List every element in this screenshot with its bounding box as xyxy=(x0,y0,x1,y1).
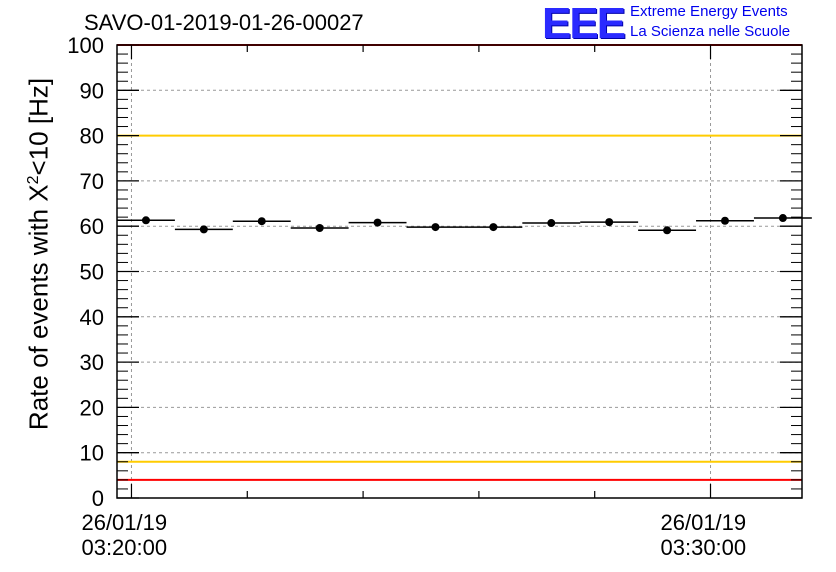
x-tick-label-date: 26/01/19 xyxy=(660,510,747,535)
x-tick-label-date: 26/01/19 xyxy=(81,510,168,535)
y-axis-label-suffix: <10 [Hz] xyxy=(23,77,54,176)
y-tick-label: 90 xyxy=(80,78,104,103)
y-tick-label: 70 xyxy=(80,169,104,194)
x-tick-label-time: 03:20:00 xyxy=(81,535,168,560)
data-point xyxy=(547,219,556,228)
y-tick-label: 50 xyxy=(80,260,104,285)
logo-line-2: La Scienza nelle Scuole xyxy=(630,23,791,40)
logo-line-1: Extreme Energy Events xyxy=(630,3,788,20)
y-tick-label: 80 xyxy=(80,124,104,149)
x-tick-label-time: 03:30:00 xyxy=(660,535,747,560)
y-tick-labels: 0 10 20 30 40 50 60 70 80 90 100 xyxy=(67,33,104,511)
y-tick-label: 30 xyxy=(80,350,104,375)
data-point xyxy=(373,218,382,227)
plot-frame xyxy=(116,44,803,499)
y-tick-label: 60 xyxy=(80,214,104,239)
data-point xyxy=(778,214,787,223)
eee-logo-text: Extreme Energy Events La Scienza nelle S… xyxy=(630,2,790,42)
y-tick-label: 40 xyxy=(80,305,104,330)
y-tick-label: 10 xyxy=(80,441,104,466)
y-tick-label: 20 xyxy=(80,395,104,420)
y-axis-label-sup: 2 xyxy=(25,175,42,185)
y-axis-label: Rate of events with X2<10 [Hz] xyxy=(14,0,54,540)
data-point xyxy=(199,225,208,234)
data-point xyxy=(431,223,440,232)
y-tick-label: 100 xyxy=(67,33,104,58)
eee-logo-mark: EEE xyxy=(542,0,626,48)
x-tick-label: 26/01/19 03:30:00 xyxy=(661,510,747,560)
data-point xyxy=(257,217,266,226)
grid xyxy=(117,45,802,498)
eee-logo: EEE Extreme Energy Events La Scienza nel… xyxy=(542,2,790,46)
reference-lines xyxy=(117,44,802,481)
data-point xyxy=(720,216,729,225)
data-point xyxy=(663,226,672,235)
x-tick-label: 26/01/19 03:20:00 xyxy=(81,510,167,560)
y-tick-label: 0 xyxy=(92,486,104,511)
chart-title: SAVO-01-2019-01-26-00027 xyxy=(84,10,364,35)
data-point xyxy=(315,224,324,233)
data-points xyxy=(117,214,812,235)
data-point xyxy=(605,218,614,227)
y-axis-label-prefix: Rate of events with X xyxy=(23,184,54,431)
data-point xyxy=(489,223,498,232)
data-point xyxy=(141,216,150,225)
